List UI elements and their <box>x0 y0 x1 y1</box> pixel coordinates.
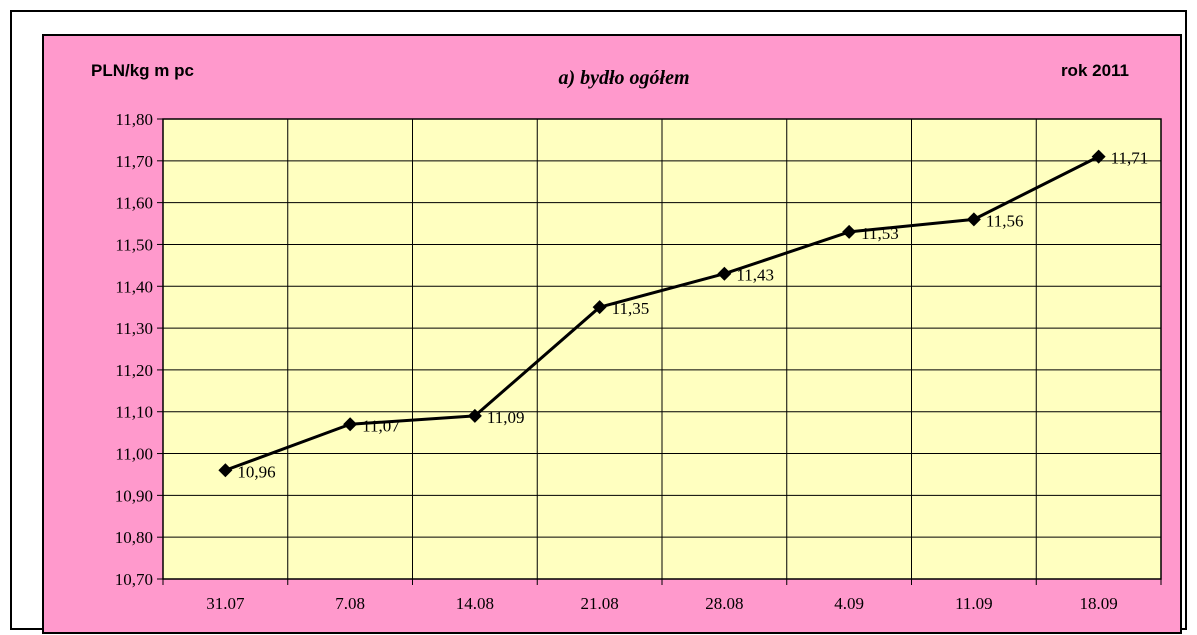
gridlines <box>162 118 1162 580</box>
series <box>218 149 1106 478</box>
x-tick-label: 4.09 <box>834 594 864 613</box>
x-tick-label: 28.08 <box>705 594 743 613</box>
chart-frame: PLN/kg m pc a) bydło ogółem rok 2011 10,… <box>10 10 1187 634</box>
series-line <box>224 155 1100 472</box>
y-tick-label: 10,90 <box>115 486 153 505</box>
x-tick-label: 11.09 <box>955 594 993 613</box>
data-label: 10,96 <box>237 462 275 481</box>
year-label: rok 2011 <box>1061 61 1129 80</box>
plot-border <box>162 118 1162 580</box>
y-tick-label: 11,80 <box>115 110 153 129</box>
data-label: 11,07 <box>362 416 400 435</box>
line-chart: PLN/kg m pc a) bydło ogółem rok 2011 10,… <box>91 61 1162 613</box>
data-label: 11,43 <box>736 266 774 285</box>
chart-area: PLN/kg m pc a) bydło ogółem rok 2011 10,… <box>42 34 1182 634</box>
x-tick-label: 7.08 <box>335 594 365 613</box>
data-point-marker <box>467 408 482 423</box>
data-label: 11,71 <box>1111 149 1149 168</box>
y-tick-label: 11,60 <box>115 194 153 213</box>
tick-labels: 10,70 10,80 10,90 11,00 11,10 11,20 11,30 11,40… <box>115 110 1118 613</box>
y-tick-label: 11,30 <box>115 319 153 338</box>
data-label: 11,09 <box>487 408 525 427</box>
data-point-marker <box>966 212 981 227</box>
data-point-marker <box>218 463 233 478</box>
y-tick-label: 11,70 <box>115 152 153 171</box>
axes <box>157 118 1162 585</box>
y-tick-label: 11,50 <box>115 235 153 254</box>
y-tick-label: 11,40 <box>115 277 153 296</box>
y-unit-label: PLN/kg m pc <box>91 61 194 80</box>
data-label: 11,53 <box>861 224 899 243</box>
y-tick-label: 11,10 <box>115 403 153 422</box>
x-tick-label: 21.08 <box>581 594 619 613</box>
y-tick-label: 11,00 <box>115 445 153 464</box>
data-label: 11,35 <box>612 299 650 318</box>
y-tick-label: 10,80 <box>115 528 153 547</box>
x-tick-label: 14.08 <box>456 594 494 613</box>
data-point-marker <box>842 224 857 239</box>
data-labels: 10,96 11,07 11,09 11,35 11,43 11,53 11,56 11,71 <box>237 149 1148 482</box>
chart-title: a) bydło ogółem <box>558 67 689 89</box>
data-point-marker <box>343 417 358 432</box>
data-point-marker <box>592 300 607 315</box>
x-tick-label: 18.09 <box>1080 594 1118 613</box>
data-point-marker <box>717 266 732 281</box>
data-point-marker <box>1091 149 1106 164</box>
y-tick-label: 11,20 <box>115 361 153 380</box>
y-tick-label: 10,70 <box>115 570 153 589</box>
data-label: 11,56 <box>986 211 1024 230</box>
x-tick-label: 31.07 <box>206 594 245 613</box>
